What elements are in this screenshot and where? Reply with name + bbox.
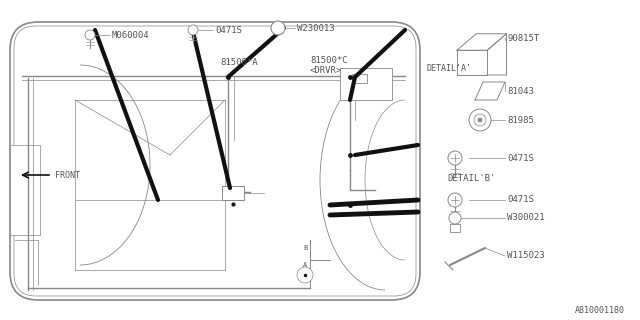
Text: M060004: M060004 — [112, 30, 150, 39]
Text: <DRVR>: <DRVR> — [310, 66, 342, 75]
Text: 81500*A: 81500*A — [220, 58, 258, 67]
Text: 81043: 81043 — [507, 86, 534, 95]
Circle shape — [85, 30, 95, 40]
Text: B: B — [303, 245, 307, 251]
Text: A810001180: A810001180 — [575, 306, 625, 315]
Text: 81985: 81985 — [507, 116, 534, 124]
Text: W300021: W300021 — [507, 213, 545, 222]
Text: 0471S: 0471S — [215, 26, 242, 35]
Text: W230013: W230013 — [297, 23, 335, 33]
Circle shape — [469, 109, 491, 131]
Text: A: A — [303, 262, 307, 268]
Text: DETAIL'B': DETAIL'B' — [447, 173, 495, 182]
Text: DETAIL'A': DETAIL'A' — [426, 63, 471, 73]
Circle shape — [271, 21, 285, 35]
Circle shape — [448, 151, 462, 165]
Circle shape — [474, 114, 486, 126]
Circle shape — [448, 193, 462, 207]
Text: FRONT: FRONT — [55, 171, 80, 180]
Bar — [10, 145, 40, 235]
Circle shape — [449, 212, 461, 224]
FancyBboxPatch shape — [10, 22, 420, 300]
Circle shape — [188, 25, 198, 35]
Bar — [222, 186, 244, 200]
Circle shape — [478, 118, 482, 122]
Bar — [352, 74, 367, 83]
Text: W115023: W115023 — [507, 252, 545, 260]
Circle shape — [297, 267, 313, 283]
Bar — [340, 68, 392, 100]
Text: 0471S: 0471S — [507, 154, 534, 163]
Bar — [450, 224, 460, 232]
Text: 81500*C: 81500*C — [310, 55, 348, 65]
Text: 0471S: 0471S — [507, 196, 534, 204]
Text: 90815T: 90815T — [507, 34, 540, 43]
